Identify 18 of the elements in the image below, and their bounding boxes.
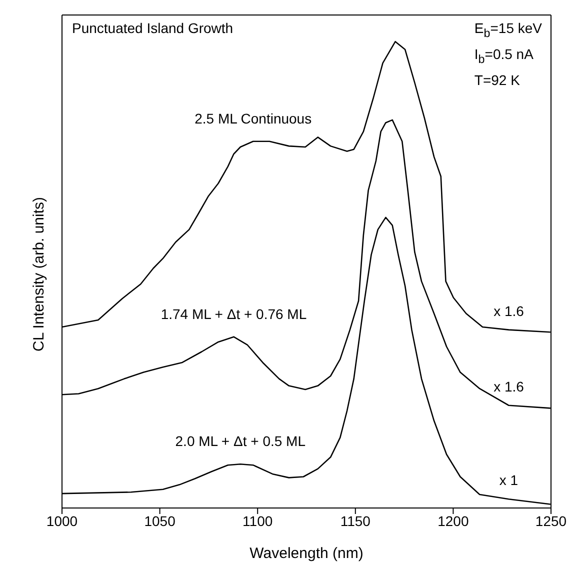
- x-tick-label: 1050: [144, 512, 176, 529]
- x-tick-label: 1000: [46, 512, 78, 529]
- x-tick-label: 1150: [340, 512, 371, 529]
- x-tick-label: 1250: [535, 512, 567, 529]
- annotation: x 1: [499, 472, 518, 488]
- x-axis-title: Wavelength (nm): [250, 545, 364, 562]
- text: E$_{b}$=15 keV: [474, 19, 542, 42]
- annotation: x 1.6: [494, 378, 524, 394]
- annotation: I$_{b}$=0.5 nA: [474, 44, 534, 68]
- series-label: 2.5 ML Continuous: [194, 110, 312, 126]
- chart-title: Punctuated Island Growth: [72, 20, 234, 36]
- annotation: x 1.6: [494, 302, 524, 319]
- annotation: T=92 K: [474, 70, 521, 90]
- series-label: 2.0 ML + Δt + 0.5 ML: [175, 433, 306, 450]
- x-tick-label: 1200: [438, 512, 469, 529]
- series-label: 1.74 ML + Δt + 0.76 ML: [160, 306, 307, 322]
- x-tick-label: 1100: [242, 512, 273, 529]
- y-axis-title: CL Intensity (arb. units): [30, 196, 48, 352]
